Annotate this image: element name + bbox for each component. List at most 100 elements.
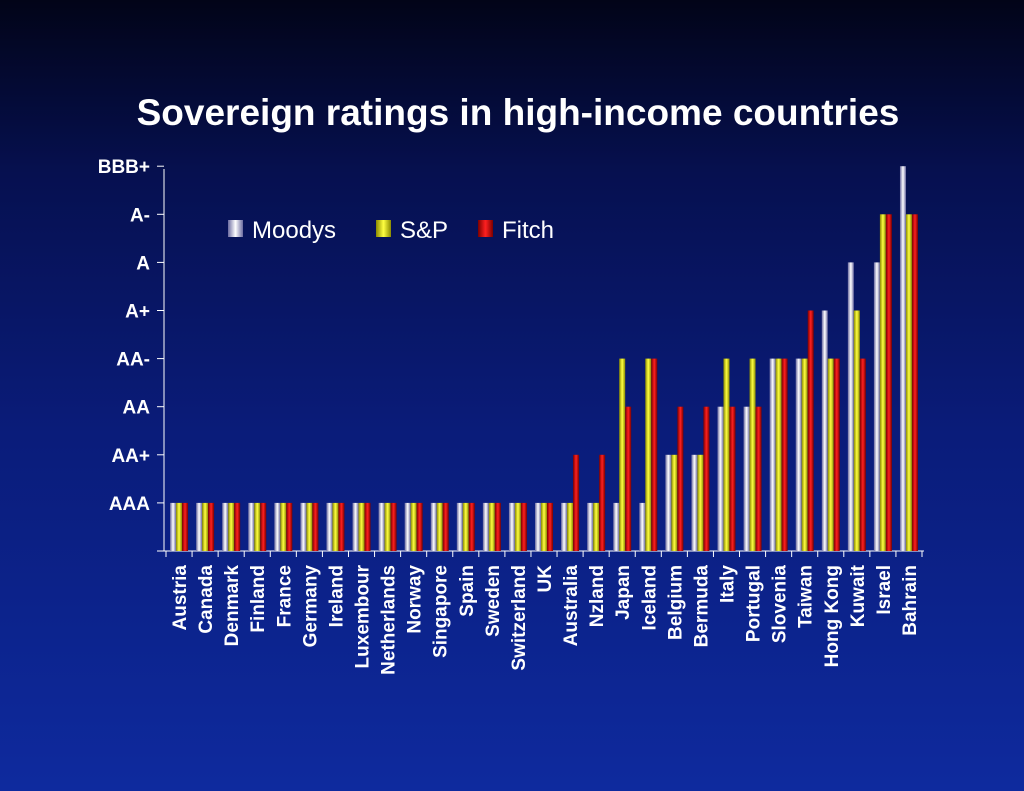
bar-fitch — [729, 406, 736, 551]
x-tick-label: Bahrain — [900, 565, 921, 636]
bar-sp — [436, 502, 443, 551]
bar-fitch — [651, 358, 658, 551]
bar-fitch — [885, 214, 892, 552]
y-tick-label: AA+ — [111, 446, 150, 467]
bar-moodys — [691, 454, 698, 551]
x-tick-label: Denmark — [222, 565, 243, 647]
y-tick-label: BBB+ — [98, 157, 150, 178]
bar-sp — [254, 502, 261, 551]
y-tick-label: AA- — [116, 350, 150, 371]
bar-sp — [410, 502, 417, 551]
x-tick-label: Italy — [717, 565, 738, 603]
bar-fitch — [520, 502, 527, 551]
x-tick-label: Switzerland — [509, 565, 530, 671]
bar-moodys — [743, 406, 750, 551]
bar-moodys — [821, 310, 828, 551]
bar-fitch — [260, 502, 267, 551]
bar-sp — [905, 214, 912, 552]
y-tick-label: AAA — [109, 494, 150, 515]
bar-moodys — [795, 358, 802, 551]
bar-moodys — [613, 502, 620, 551]
bar-moodys — [300, 502, 307, 551]
bar-sp — [358, 502, 365, 551]
legend-swatch-moodys — [228, 220, 243, 237]
legend: Moodys S&P Fitch — [228, 217, 554, 244]
bar-sp — [306, 502, 313, 551]
legend-label: Fitch — [502, 217, 554, 244]
bar-sp — [202, 502, 209, 551]
bar-sp — [332, 502, 339, 551]
bar-moodys — [899, 166, 906, 551]
x-tick-label: Bermuda — [691, 565, 712, 648]
bar-fitch — [312, 502, 319, 551]
x-tick-label: Germany — [300, 565, 321, 648]
bar-sp — [853, 310, 860, 551]
bar-sp — [879, 214, 886, 552]
bar-sp — [801, 358, 808, 551]
bar-fitch — [208, 502, 215, 551]
x-tick-label: Slovenia — [770, 565, 791, 644]
legend-swatch-sp — [376, 220, 391, 237]
bar-sp — [228, 502, 235, 551]
bar-moodys — [326, 502, 333, 551]
bar-fitch — [573, 454, 580, 551]
bar-fitch — [547, 502, 553, 551]
bar-moodys — [508, 502, 515, 551]
bar-fitch — [677, 406, 684, 551]
bar-sp — [697, 454, 704, 551]
bar-moodys — [587, 502, 594, 551]
bar-fitch — [364, 502, 371, 551]
bar-moodys — [352, 502, 359, 551]
bar-moodys — [274, 502, 281, 551]
bar-fitch — [833, 358, 840, 551]
bar-moodys — [196, 502, 203, 551]
x-tick-label: Australia — [561, 565, 582, 647]
bar-moodys — [561, 502, 568, 551]
x-tick-label: Belgium — [665, 565, 686, 640]
y-tick-label: A — [136, 253, 150, 274]
bar-sp — [488, 502, 495, 551]
x-tick-labels: Austria Canada Denmark Finland France Germany… — [170, 564, 921, 674]
bar-moodys — [873, 262, 880, 551]
bar-fitch — [390, 502, 397, 551]
bar-moodys — [535, 502, 541, 551]
bar-fitch — [442, 502, 449, 551]
bar-sp — [176, 502, 183, 551]
bar-sp — [280, 502, 287, 551]
bars — [170, 166, 918, 552]
x-tick-label: Spain — [457, 565, 478, 617]
bar-moodys — [847, 262, 854, 551]
x-tick-label: Portugal — [744, 565, 765, 642]
y-tick-label: A- — [130, 205, 150, 226]
bar-fitch — [859, 358, 866, 551]
bar-sp — [593, 502, 600, 551]
bar-fitch — [625, 406, 632, 551]
bar-moodys — [170, 502, 177, 551]
x-tick-label: Finland — [248, 565, 269, 633]
x-tick-label: Ireland — [326, 565, 347, 627]
x-tick-label: Taiwan — [796, 565, 817, 628]
bar-moodys — [222, 502, 229, 551]
bar-fitch — [234, 502, 241, 551]
bar-sp — [671, 454, 678, 551]
bar-fitch — [807, 310, 814, 551]
x-tick-label: Nzland — [587, 565, 608, 627]
bar-fitch — [338, 502, 345, 551]
chart-title: Sovereign ratings in high-income countri… — [136, 92, 900, 133]
bar-sp — [462, 502, 469, 551]
bar-sp — [645, 358, 652, 551]
x-tick-label: Iceland — [639, 565, 660, 630]
bar-fitch — [286, 502, 293, 551]
bar-sp — [723, 358, 730, 551]
bar-fitch — [781, 358, 788, 551]
x-tick-label: Singapore — [431, 565, 452, 658]
x-tick-label: Netherlands — [379, 565, 400, 675]
bar-sp — [541, 502, 547, 551]
bar-moodys — [248, 502, 255, 551]
x-tick-label: Japan — [613, 565, 634, 620]
bar-moodys — [665, 454, 672, 551]
bar-fitch — [911, 214, 918, 552]
bar-moodys — [430, 502, 437, 551]
